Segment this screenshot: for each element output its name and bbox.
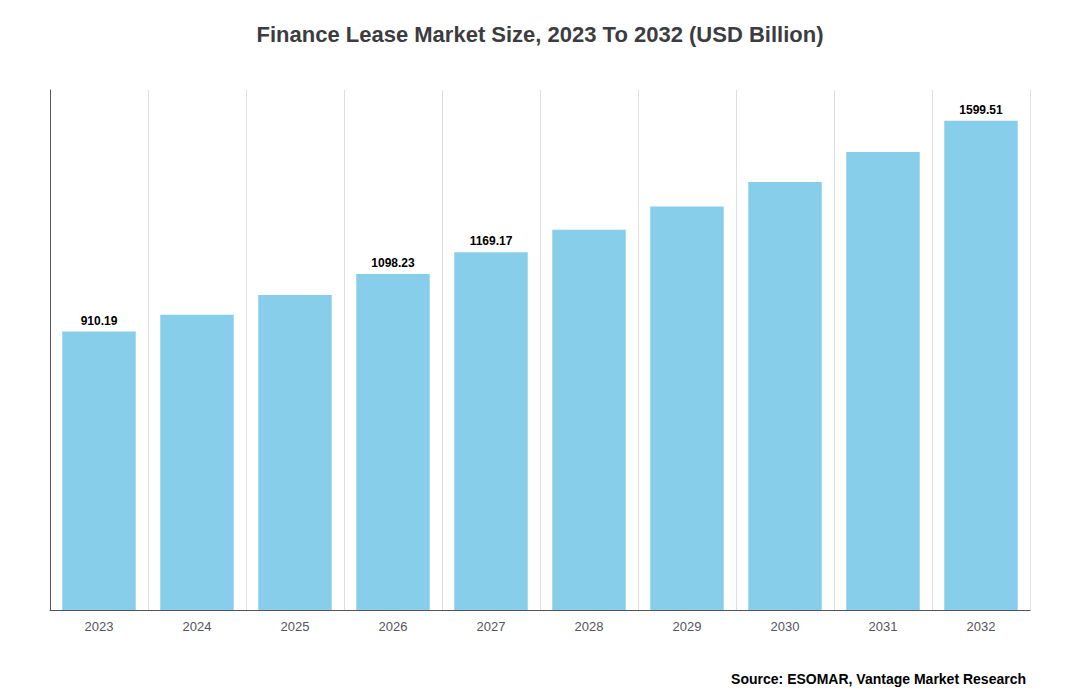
svg-text:910.19: 910.19 — [81, 314, 118, 328]
svg-text:2030: 2030 — [771, 619, 800, 634]
svg-text:1098.23: 1098.23 — [371, 256, 415, 270]
svg-text:2032: 2032 — [967, 619, 996, 634]
svg-text:2027: 2027 — [477, 619, 506, 634]
svg-text:2031: 2031 — [869, 619, 898, 634]
svg-text:2023: 2023 — [85, 619, 114, 634]
svg-text:Finance Lease Market Size, 202: Finance Lease Market Size, 2023 To 2032 … — [257, 22, 824, 47]
svg-text:2024: 2024 — [183, 619, 212, 634]
svg-text:2028: 2028 — [575, 619, 604, 634]
svg-text:2029: 2029 — [673, 619, 702, 634]
svg-text:Source: ESOMAR, Vantage Market: Source: ESOMAR, Vantage Market Research — [731, 671, 1026, 687]
svg-text:2025: 2025 — [281, 619, 310, 634]
svg-text:1599.51: 1599.51 — [959, 103, 1003, 117]
svg-text:1169.17: 1169.17 — [470, 234, 513, 248]
svg-text:2026: 2026 — [379, 619, 408, 634]
